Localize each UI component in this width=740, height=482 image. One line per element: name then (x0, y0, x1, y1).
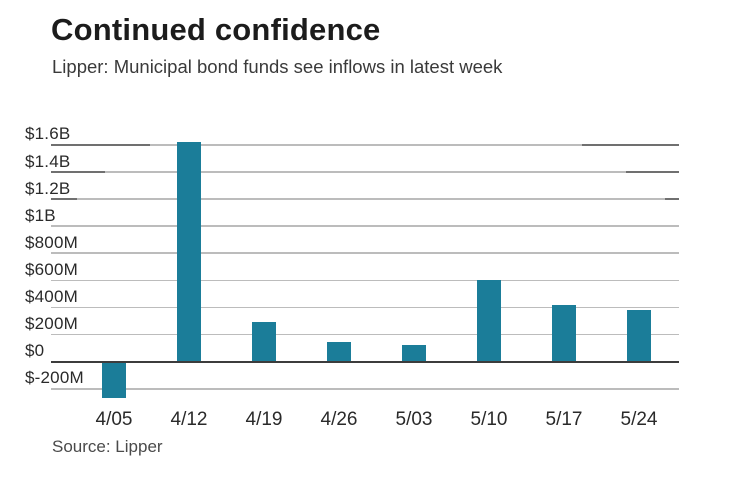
chart-title: Continued confidence (51, 12, 381, 47)
y-axis-label: $400M (25, 287, 78, 306)
x-axis-label: 5/03 (395, 409, 433, 430)
gridline (51, 171, 679, 173)
bar (552, 304, 576, 362)
x-axis-label: 4/19 (245, 409, 283, 430)
y-axis-label: $600M (25, 259, 78, 279)
chart-subtitle: Lipper: Municipal bond funds see inflows… (52, 56, 503, 77)
bar (177, 142, 201, 362)
x-axis-label: 4/12 (170, 409, 208, 430)
zero-axis-line (51, 360, 679, 363)
x-axis-label: 5/17 (545, 409, 583, 430)
y-axis-label: $1B (25, 205, 56, 225)
y-axis-label: $1.4B (25, 151, 71, 171)
gridline (51, 144, 679, 146)
gridline (51, 333, 679, 336)
bar (477, 279, 501, 362)
gridline (51, 387, 679, 390)
gridline (51, 252, 679, 255)
gridline (51, 198, 679, 200)
y-axis-label: $1.6B (25, 124, 71, 144)
y-axis-label: $1.2B (25, 178, 71, 198)
x-axis-label: 5/10 (470, 409, 508, 430)
y-axis-label: $-200M (25, 368, 84, 388)
y-axis-label: $200M (25, 314, 78, 334)
bar (327, 342, 351, 362)
bar (252, 322, 276, 362)
bar (402, 344, 426, 362)
y-axis-label: $800M (25, 232, 78, 252)
bar (627, 309, 651, 362)
bar (102, 361, 126, 399)
y-axis-label: $0 (25, 341, 45, 361)
source-note: Source: Lipper (52, 437, 163, 456)
gridline (51, 306, 679, 309)
x-axis-label: 5/24 (620, 409, 658, 430)
gridline (51, 279, 679, 282)
x-axis-label: 4/26 (320, 409, 358, 430)
gridline (51, 225, 679, 228)
x-axis-label: 4/05 (95, 409, 133, 430)
